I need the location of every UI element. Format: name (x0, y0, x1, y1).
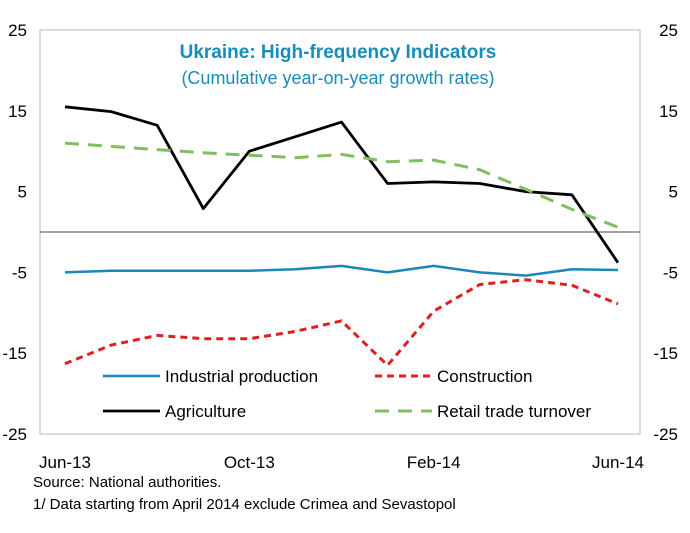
legend: Industrial production Construction Agricul… (103, 367, 591, 421)
legend-label: Construction (437, 367, 532, 386)
y-tick-label-left: -5 (12, 263, 27, 282)
y-tick-label-left: -15 (2, 344, 27, 363)
x-tick-label: Feb-14 (407, 453, 461, 470)
y-tick-label-left: 25 (8, 21, 27, 40)
x-tick-label: Jun-14 (592, 453, 644, 470)
series-line-retail-trade-turnover (64, 141, 619, 229)
left-y-axis-ticks: -25 -15 -5 5 15 25 (2, 21, 27, 444)
y-tick-label-left: 5 (18, 183, 27, 202)
x-tick-label: Jun-13 (39, 453, 91, 470)
y-tick-label-right: -25 (653, 425, 678, 444)
series-line-agriculture (64, 105, 620, 264)
x-axis-ticks: Jun-13 Oct-13 Feb-14 Jun-14 (39, 453, 644, 470)
series-line-construction (64, 278, 619, 367)
line-chart: -25 -15 -5 5 15 25 -25 -15 -5 5 15 25 Jun-13 Oct-13… (2, 21, 678, 470)
y-tick-label-right: 25 (659, 21, 678, 40)
x-tick-label: Oct-13 (224, 453, 275, 470)
legend-label: Retail trade turnover (437, 402, 591, 421)
y-tick-label-left: 15 (8, 102, 27, 121)
source-note: Source: National authorities. (33, 474, 222, 491)
y-tick-label-right: -5 (663, 263, 678, 282)
y-tick-label-right: -15 (653, 344, 678, 363)
chart-subtitle: (Cumulative year-on-year growth rates) (181, 68, 494, 88)
chart-title: Ukraine: High-frequency Indicators (180, 42, 497, 63)
y-tick-label-left: -25 (2, 425, 27, 444)
series-layer (64, 105, 620, 367)
y-tick-label-right: 5 (669, 183, 678, 202)
legend-label: Agriculture (165, 402, 246, 421)
legend-label: Industrial production (165, 367, 318, 386)
y-tick-label-right: 15 (659, 102, 678, 121)
series-line-industrial-production (64, 264, 619, 277)
footnote: 1/ Data starting from April 2014 exclude… (33, 496, 456, 513)
right-y-axis-ticks: -25 -15 -5 5 15 25 (653, 21, 678, 444)
